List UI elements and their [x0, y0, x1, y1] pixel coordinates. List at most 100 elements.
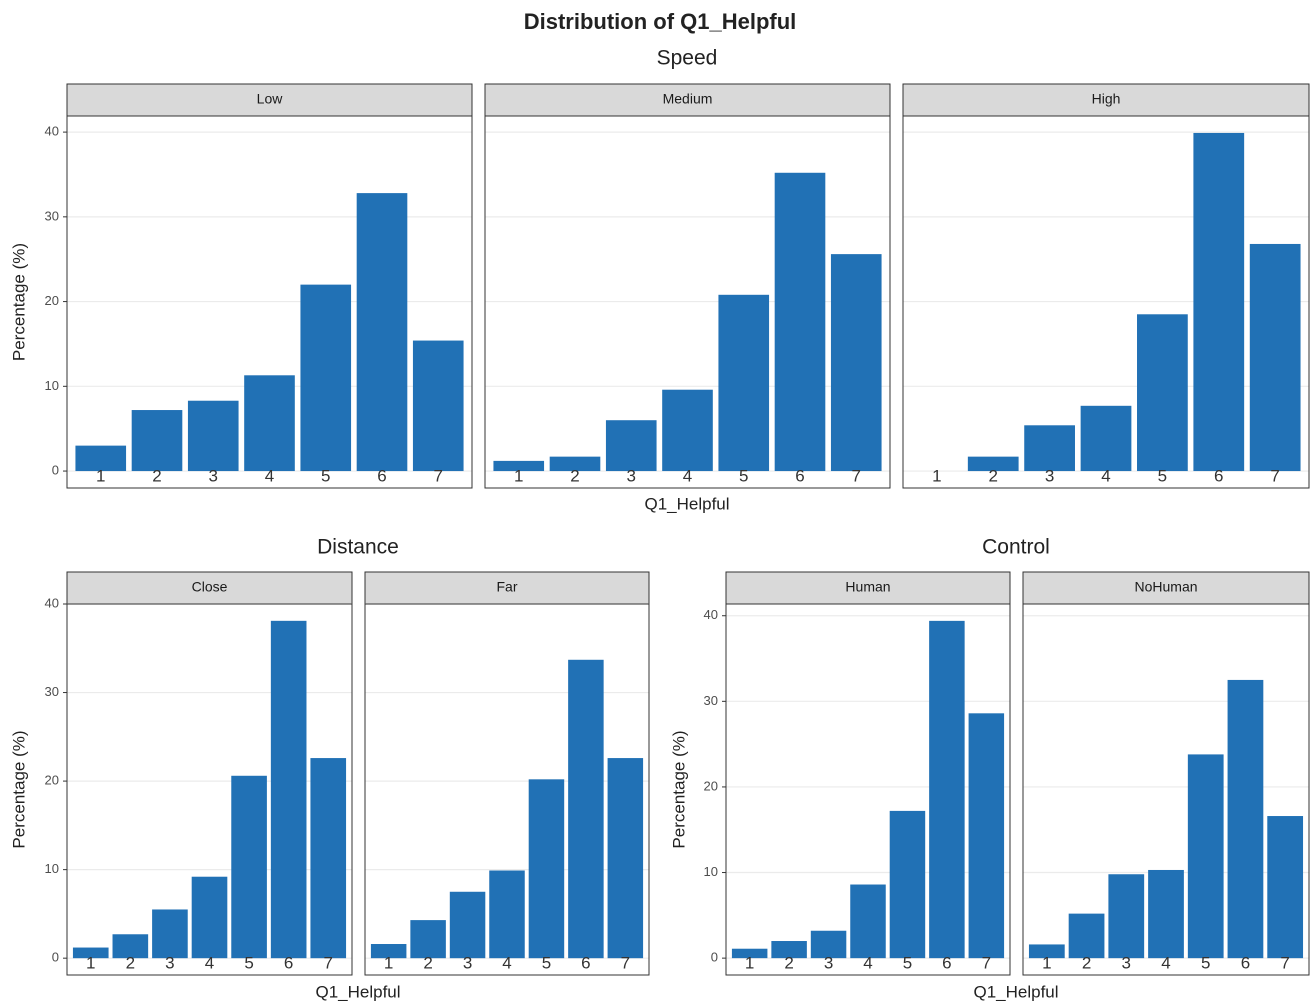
- x-tick-label: 6: [581, 953, 590, 972]
- x-tick-label: 4: [502, 953, 511, 972]
- x-tick-label: 1: [384, 953, 393, 972]
- strip: [484, 83, 891, 117]
- bar: [1028, 944, 1065, 959]
- bar: [1024, 425, 1075, 472]
- bar: [310, 758, 347, 959]
- bar: [568, 659, 604, 959]
- bar: [152, 909, 188, 959]
- x-tick-label: 1: [86, 953, 95, 972]
- bar: [1227, 679, 1264, 959]
- bar: [1068, 913, 1105, 959]
- bar: [1108, 874, 1145, 959]
- bar: [889, 810, 926, 959]
- x-axis-label: Q1_Helpful: [644, 494, 729, 513]
- x-tick-label: 7: [982, 953, 991, 972]
- x-tick-label: 2: [1082, 953, 1091, 972]
- bar: [967, 456, 1019, 472]
- y-tick-label: 40: [704, 607, 718, 622]
- x-tick-label: 6: [284, 953, 293, 972]
- y-axis-label: Percentage (%): [9, 243, 28, 361]
- x-tick-label: 2: [784, 953, 793, 972]
- y-tick-label: 10: [45, 378, 59, 393]
- strip-label: Medium: [663, 91, 713, 107]
- x-tick-label: 7: [621, 953, 630, 972]
- bar: [370, 944, 407, 959]
- x-tick-label: 5: [1201, 953, 1210, 972]
- x-tick-label: 7: [852, 466, 861, 485]
- bar: [528, 779, 565, 959]
- x-tick-label: 3: [824, 953, 833, 972]
- panel-border: [66, 115, 473, 489]
- bar: [231, 775, 267, 959]
- x-tick-label: 1: [96, 466, 105, 485]
- y-tick-label: 20: [45, 293, 59, 308]
- bar: [1187, 754, 1224, 959]
- bar: [412, 340, 464, 472]
- x-tick-label: 5: [321, 466, 330, 485]
- y-axis-label: Percentage (%): [9, 730, 28, 848]
- strip-label: High: [1092, 91, 1121, 107]
- y-tick-label: 0: [711, 950, 718, 965]
- group-title: Distance: [317, 536, 399, 559]
- group-title: Control: [982, 536, 1050, 559]
- x-axis-label: Q1_Helpful: [315, 982, 400, 1001]
- x-tick-label: 5: [1158, 466, 1167, 485]
- bar: [771, 941, 807, 959]
- strip: [66, 571, 353, 605]
- bar: [929, 620, 965, 959]
- y-tick-label: 0: [52, 950, 59, 965]
- y-tick-label: 30: [45, 208, 59, 223]
- x-tick-label: 1: [514, 466, 523, 485]
- x-tick-label: 4: [863, 953, 872, 972]
- bar: [270, 620, 307, 959]
- x-tick-label: 2: [152, 466, 161, 485]
- strip: [725, 571, 1011, 605]
- y-tick-label: 10: [704, 864, 718, 879]
- y-tick-label: 20: [45, 773, 59, 788]
- x-tick-label: 7: [1270, 466, 1279, 485]
- strip: [364, 571, 650, 605]
- bar: [1267, 816, 1304, 959]
- x-axis-label: Q1_Helpful: [973, 982, 1058, 1001]
- x-tick-label: 5: [903, 953, 912, 972]
- x-tick-label: 1: [745, 953, 754, 972]
- strip: [902, 83, 1310, 117]
- panel-border: [66, 603, 353, 976]
- y-tick-label: 40: [45, 595, 59, 610]
- x-tick-label: 3: [627, 466, 636, 485]
- bar: [72, 947, 109, 959]
- strip-label: Close: [192, 579, 228, 595]
- bar: [75, 445, 127, 472]
- x-tick-label: 2: [423, 953, 432, 972]
- bar: [191, 876, 228, 959]
- x-tick-label: 6: [1241, 953, 1250, 972]
- strip-label: Human: [845, 579, 890, 595]
- x-tick-label: 3: [463, 953, 472, 972]
- bar: [1249, 243, 1301, 472]
- x-tick-label: 4: [1101, 466, 1110, 485]
- x-tick-label: 5: [244, 953, 253, 972]
- bar: [131, 410, 183, 472]
- x-tick-label: 1: [1042, 953, 1051, 972]
- x-tick-label: 7: [434, 466, 443, 485]
- x-tick-label: 3: [1045, 466, 1054, 485]
- y-tick-label: 30: [704, 693, 718, 708]
- x-tick-label: 3: [209, 466, 218, 485]
- x-tick-label: 2: [988, 466, 997, 485]
- y-tick-label: 20: [704, 778, 718, 793]
- bar: [1080, 405, 1132, 472]
- x-tick-label: 3: [1122, 953, 1131, 972]
- bar: [449, 891, 486, 959]
- bar: [850, 884, 886, 959]
- panel-border: [364, 603, 650, 976]
- bar: [1148, 869, 1184, 959]
- chart-title: Distribution of Q1_Helpful: [524, 9, 797, 34]
- x-tick-label: 6: [377, 466, 386, 485]
- x-tick-label: 1: [932, 466, 941, 485]
- x-tick-label: 2: [570, 466, 579, 485]
- x-tick-label: 4: [205, 953, 214, 972]
- bar: [1193, 132, 1245, 472]
- bar: [830, 254, 882, 472]
- x-tick-label: 6: [1214, 466, 1223, 485]
- bar: [244, 375, 295, 472]
